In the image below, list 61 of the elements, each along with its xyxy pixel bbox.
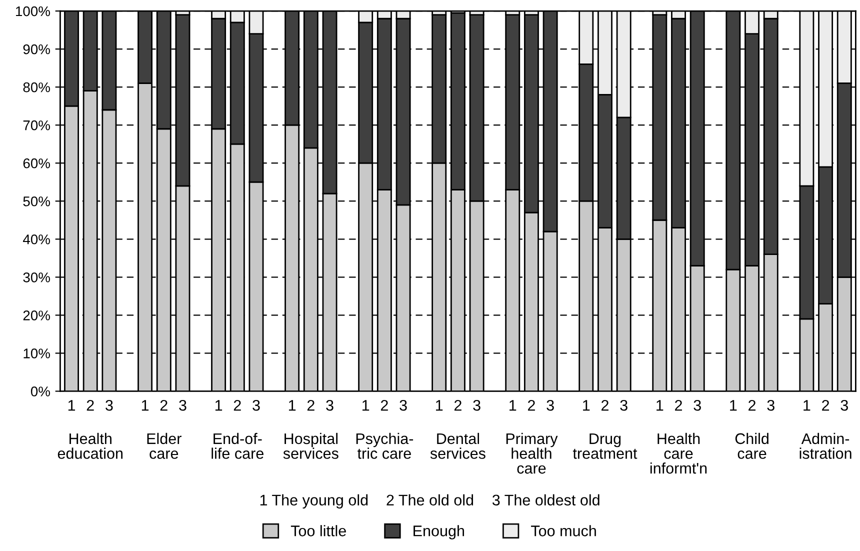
x-tick-label: 1 bbox=[362, 400, 370, 411]
x-tick-label: 2 bbox=[307, 400, 314, 411]
x-tick-label: 3 bbox=[694, 400, 701, 411]
x-tick-label: 3 bbox=[106, 400, 113, 411]
x-tick-label: 3 bbox=[179, 400, 186, 411]
y-tick-label: 80% bbox=[23, 82, 50, 92]
x-tick-label: 3 bbox=[473, 400, 480, 411]
x-tick-label: 3 bbox=[326, 400, 334, 411]
x-tick-label: 3 bbox=[546, 400, 554, 411]
x-tick-label: 1 bbox=[68, 400, 76, 411]
y-tick-label: 30% bbox=[23, 272, 50, 282]
y-tick-label: 100% bbox=[16, 6, 50, 16]
y-tick-label: 70% bbox=[23, 120, 50, 130]
text: Child care bbox=[735, 432, 768, 459]
text: 2 The old old bbox=[386, 494, 474, 506]
y-tick-label: 20% bbox=[23, 310, 50, 320]
text: End-of- life care bbox=[212, 432, 264, 459]
text: Admin- istration bbox=[800, 432, 852, 459]
x-tick-label: 3 bbox=[400, 400, 407, 411]
x-tick-label: 3 bbox=[620, 400, 628, 411]
x-tick-label: 1 bbox=[510, 400, 516, 411]
text: Psychia- tric care bbox=[356, 432, 414, 459]
x-tick-label: 2 bbox=[454, 400, 462, 411]
text: Drug treatment bbox=[572, 433, 638, 459]
text: 1 The young old bbox=[260, 494, 368, 509]
text: Dental services bbox=[430, 432, 486, 459]
x-tick-label: 1 bbox=[730, 400, 737, 411]
legend-label: Too little bbox=[290, 525, 346, 536]
x-tick-label: 2 bbox=[822, 400, 830, 411]
y-tick-label: 0% bbox=[30, 386, 50, 396]
legend-label: Enough bbox=[414, 525, 464, 540]
x-tick-label: 1 bbox=[583, 400, 590, 411]
x-tick-label: 3 bbox=[767, 400, 774, 411]
y-tick-label: 60% bbox=[23, 158, 50, 168]
x-tick-label: 1 bbox=[288, 400, 296, 411]
x-tick-label: 1 bbox=[804, 400, 810, 411]
x-tick-label: 3 bbox=[840, 400, 848, 411]
text: Health care informt'n bbox=[650, 432, 707, 474]
x-tick-label: 1 bbox=[436, 400, 443, 411]
y-tick-label: 40% bbox=[23, 234, 50, 244]
text: Health education bbox=[58, 432, 122, 459]
text: Primary health care bbox=[506, 432, 558, 474]
y-tick-label: 50% bbox=[23, 196, 50, 206]
legend-label: Too much bbox=[531, 525, 596, 536]
x-tick-label: 2 bbox=[86, 400, 94, 411]
y-tick-label: 10% bbox=[24, 348, 50, 358]
x-tick-label: 2 bbox=[748, 400, 756, 411]
x-tick-label: 2 bbox=[528, 400, 535, 411]
y-tick-label: 90% bbox=[23, 44, 50, 54]
x-tick-label: 2 bbox=[380, 400, 388, 411]
x-tick-label: 2 bbox=[675, 400, 682, 411]
text: 3 The oldest old bbox=[492, 494, 600, 506]
x-tick-label: 1 bbox=[656, 400, 664, 411]
x-tick-label: 1 bbox=[215, 400, 222, 411]
text: Hospital services bbox=[283, 432, 338, 459]
x-tick-label: 2 bbox=[160, 400, 168, 411]
x-tick-label: 3 bbox=[252, 400, 260, 411]
x-tick-label: 2 bbox=[602, 400, 608, 411]
x-tick-label: 2 bbox=[234, 400, 241, 411]
x-tick-label: 1 bbox=[142, 400, 149, 411]
text: Elder care bbox=[147, 432, 182, 459]
